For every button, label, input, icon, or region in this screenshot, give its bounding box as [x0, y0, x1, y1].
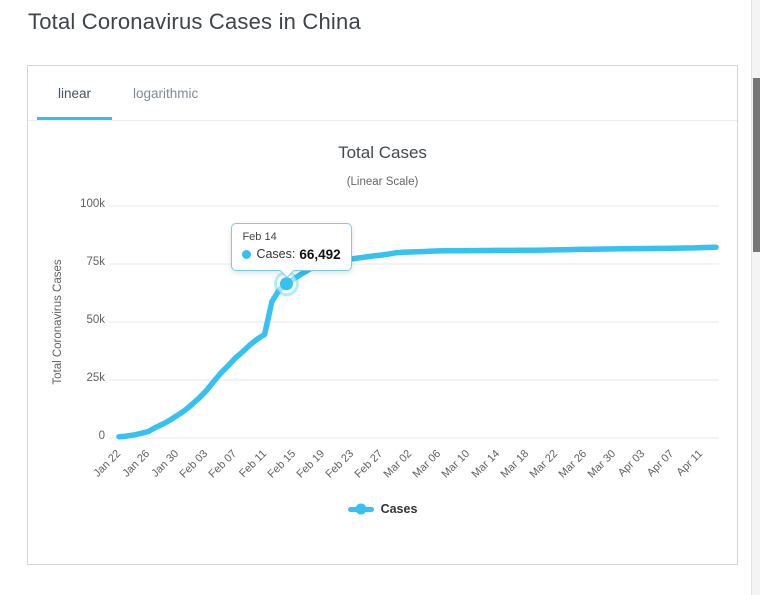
chart-title: Total Cases	[338, 143, 427, 162]
tooltip-value: 66,492	[299, 246, 341, 262]
y-tick-label: 50k	[86, 314, 105, 326]
chart-card: linear logarithmic Total Cases (Linear S…	[27, 65, 738, 565]
tab-logarithmic[interactable]: logarithmic	[133, 85, 199, 101]
browser-scrollbar[interactable]	[751, 0, 760, 595]
y-tick-label: 100k	[80, 198, 105, 210]
legend-label: Cases	[380, 502, 418, 516]
series-line-cases[interactable]	[116, 244, 719, 440]
page-title: Total Coronavirus Cases in China	[28, 9, 361, 34]
point-marker-feb-14[interactable]	[279, 277, 293, 291]
scale-tabs: linear logarithmic	[28, 66, 737, 121]
scrollbar-thumb[interactable]	[753, 78, 760, 252]
y-tick-label: 0	[98, 430, 105, 442]
series-dot-icon	[242, 249, 252, 259]
legend-item-cases[interactable]: Cases	[28, 502, 737, 516]
chart-subtitle: (Linear Scale)	[346, 176, 419, 188]
y-tick-label: 25k	[86, 372, 105, 384]
y-tick-label: 75k	[86, 256, 105, 268]
tab-linear[interactable]: linear	[37, 66, 112, 120]
tooltip-series-row: Cases: 66,492	[242, 246, 341, 262]
plot-area	[109, 205, 719, 440]
tooltip-date: Feb 14	[242, 230, 277, 243]
legend-line-marker-icon	[347, 503, 374, 515]
tooltip-series-label: Cases:	[256, 247, 296, 262]
tooltip: Feb 14 Cases: 66,492	[231, 222, 352, 278]
